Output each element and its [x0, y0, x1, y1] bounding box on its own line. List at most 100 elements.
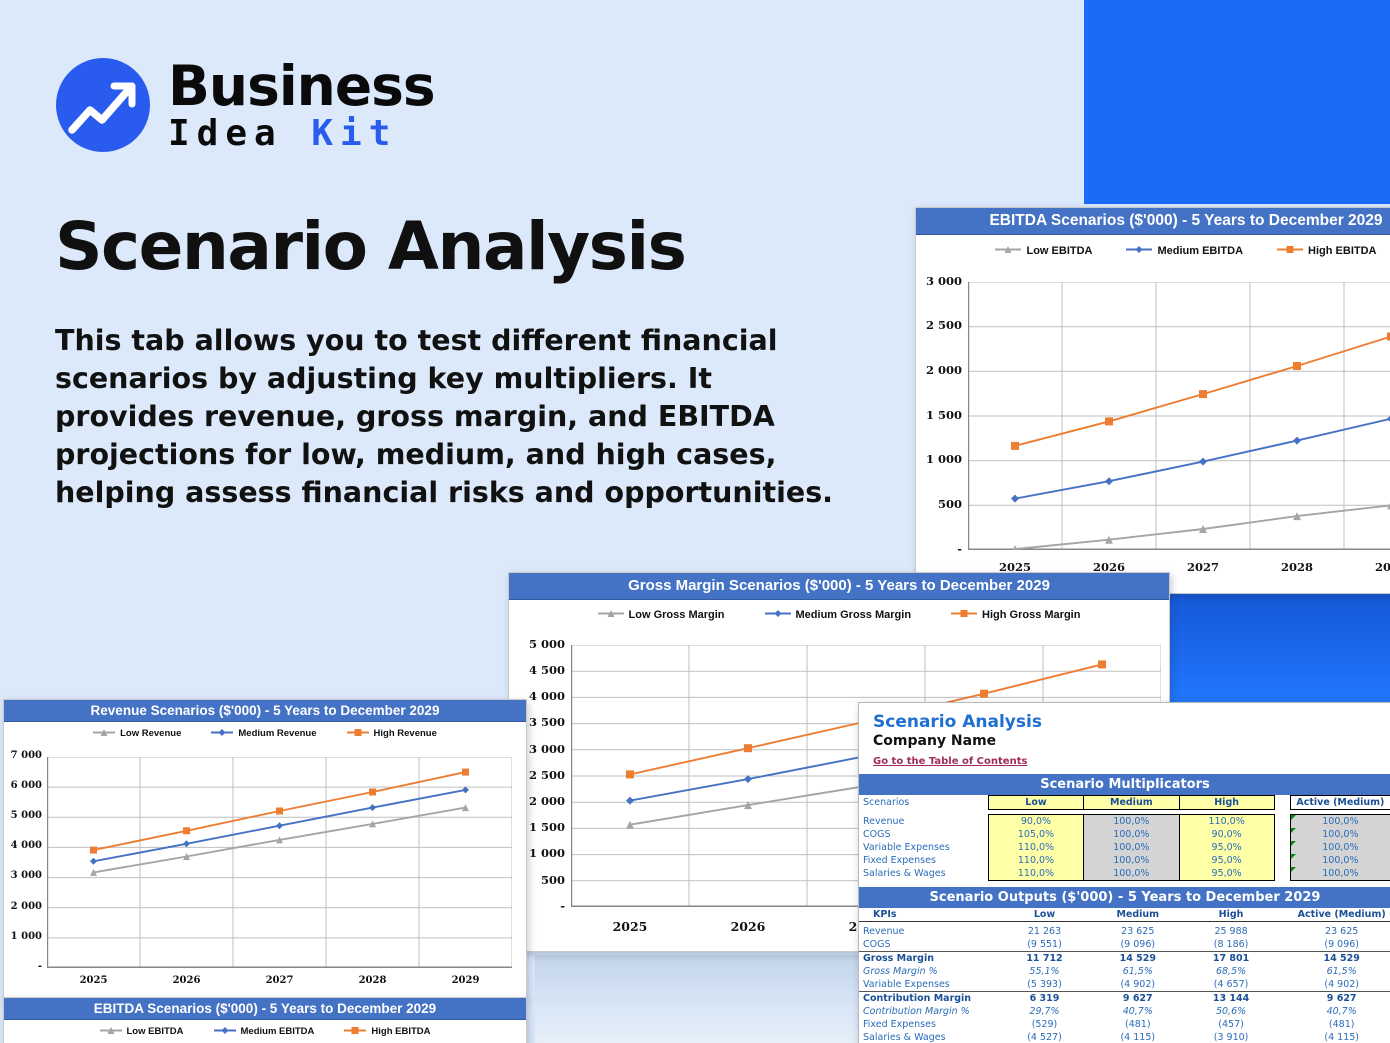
chart-card-ebitda-top[interactable]: EBITDA Scenarios ($'000) - 5 Years to De…: [915, 207, 1390, 594]
legend-item-1[interactable]: Medium Revenue: [211, 727, 317, 741]
cell-high[interactable]: 110,0%: [1178, 814, 1275, 828]
chart-legend-gross-margin[interactable]: Low Gross Margin Medium Gross Margin Hig…: [509, 605, 1169, 625]
cell-high[interactable]: 95,0%: [1178, 867, 1275, 881]
cell-high: (457): [1218, 1019, 1244, 1030]
table-header-row: KPIs Low Medium High Active (Medium): [859, 908, 1390, 922]
cell-medium[interactable]: 100,0%: [1083, 867, 1180, 881]
cell-medium[interactable]: 100,0%: [1083, 814, 1180, 828]
scenario-analysis-panel[interactable]: Scenario Analysis Company Name Go to the…: [858, 702, 1390, 1043]
x-axis-tick-label: 2025: [79, 975, 108, 986]
y-axis-tick-label: 500: [540, 872, 565, 887]
cell-medium: 9 627: [1090, 991, 1185, 1005]
table-row[interactable]: Salaries & Wages 110,0% 100,0% 95,0% 100,0%: [859, 867, 1390, 881]
cell-high[interactable]: 95,0%: [1178, 841, 1275, 854]
y-axis-tick-label: 3 500: [528, 715, 565, 730]
chart-card-revenue[interactable]: Revenue Scenarios ($'000) - 5 Years to D…: [3, 699, 527, 999]
table-row: Fixed Expenses (529) (481) (457) (481): [859, 1018, 1390, 1031]
cell-low[interactable]: 105,0%: [987, 828, 1084, 841]
table-row: Variable Expenses (5 393) (4 902) (4 657) (4…: [859, 978, 1390, 992]
cell-high: 50,6%: [1215, 1006, 1247, 1017]
table-row[interactable]: Revenue 90,0% 100,0% 110,0% 100,0%: [859, 814, 1390, 828]
table-of-contents-link[interactable]: Go to the Table of Contents: [873, 756, 1028, 767]
cell-medium[interactable]: 100,0%: [1083, 828, 1180, 841]
cell-high: (4 657): [1213, 979, 1249, 990]
legend-item-2[interactable]: High EBITDA: [1277, 244, 1377, 258]
legend-swatch-icon: [764, 608, 791, 622]
table-row[interactable]: COGS 105,0% 100,0% 90,0% 100,0%: [859, 828, 1390, 841]
y-axis-tick-label: 5 000: [528, 636, 565, 651]
y-axis-tick-label: 4 500: [528, 662, 565, 677]
cell-high[interactable]: 95,0%: [1178, 854, 1275, 867]
y-axis-tick-label: 3 000: [10, 870, 42, 882]
legend-item-1[interactable]: Medium EBITDA: [1126, 244, 1243, 258]
chart-title-gross-margin: Gross Margin Scenarios ($'000) - 5 Years…: [509, 573, 1169, 600]
brand-idea-word: Idea: [168, 112, 312, 154]
row-label: COGS: [863, 939, 891, 950]
cell-low[interactable]: 110,0%: [987, 867, 1084, 881]
table-row: Gross Margin % 55,1% 61,5% 68,5% 61,5%: [859, 965, 1390, 978]
cell-low: (4 527): [1027, 1032, 1062, 1043]
legend-label: Medium Gross Margin: [795, 609, 912, 621]
x-axis-tick-label: 2026: [730, 919, 766, 934]
legend-swatch-icon: [1126, 244, 1153, 258]
y-axis-tick-label: -: [37, 960, 42, 972]
cell-low[interactable]: 90,0%: [987, 814, 1084, 828]
brand-name-primary: Business: [168, 53, 436, 118]
decorative-blue-block-top: [1084, 0, 1390, 204]
growth-arrow-icon: [56, 58, 150, 152]
column-header: Medium: [1090, 908, 1185, 922]
cell-active: 100,0%: [1289, 828, 1390, 841]
legend-label: Low EBITDA: [1026, 245, 1093, 257]
cell-active: 100,0%: [1289, 814, 1390, 828]
legend-label: Low Revenue: [120, 728, 182, 739]
cell-low: 6 319: [998, 991, 1091, 1005]
legend-item-2[interactable]: High EBITDA: [344, 1025, 431, 1039]
row-label: Contribution Margin %: [863, 1006, 970, 1017]
cell-low: 29,7%: [1029, 1006, 1060, 1017]
legend-item-0[interactable]: Low Gross Margin: [597, 608, 725, 622]
table-row[interactable]: Fixed Expenses 110,0% 100,0% 95,0% 100,0%: [859, 854, 1390, 867]
table-row: Salaries & Wages (4 527) (4 115) (3 910) (4 …: [859, 1031, 1390, 1043]
legend-item-1[interactable]: Medium EBITDA: [213, 1025, 314, 1039]
cell-active: 100,0%: [1289, 867, 1390, 881]
table-row[interactable]: Variable Expenses 110,0% 100,0% 95,0% 100,0%: [859, 841, 1390, 854]
cell-medium[interactable]: 100,0%: [1083, 854, 1180, 867]
legend-item-0[interactable]: Low EBITDA: [995, 244, 1092, 258]
legend-item-2[interactable]: High Revenue: [346, 727, 437, 741]
chart-legend-revenue[interactable]: Low Revenue Medium Revenue High Revenue: [4, 725, 526, 742]
legend-swatch-icon: [346, 727, 369, 741]
cell-low[interactable]: 110,0%: [987, 854, 1084, 867]
legend-item-2[interactable]: High Gross Margin: [951, 608, 1080, 622]
chart-legend-ebitda-top[interactable]: Low EBITDA Medium EBITDA High EBITDA: [916, 241, 1390, 261]
chart-plot-revenue: [47, 757, 512, 968]
y-axis-tick-label: 2 500: [925, 318, 962, 333]
y-axis-tick-label: 1 000: [528, 846, 565, 861]
cell-medium: 14 529: [1090, 951, 1185, 965]
column-header: Medium: [1082, 795, 1180, 810]
cell-medium: 40,7%: [1122, 1006, 1153, 1017]
table-row: Gross Margin 11 712 14 529 17 801 14 529: [859, 951, 1390, 965]
cell-high[interactable]: 90,0%: [1178, 828, 1275, 841]
chart-legend-ebitda-bottom[interactable]: Low EBITDA Medium EBITDA High EBITDA: [4, 1023, 526, 1040]
cell-active: 61,5%: [1326, 966, 1357, 977]
active-column-header: Active (Medium): [1292, 908, 1390, 922]
legend-item-1[interactable]: Medium Gross Margin: [764, 608, 912, 622]
cell-medium: 61,5%: [1122, 966, 1153, 977]
y-axis-tick-label: 2 000: [528, 793, 565, 808]
y-axis-tick-label: 1 000: [925, 452, 962, 467]
legend-item-0[interactable]: Low EBITDA: [99, 1025, 184, 1039]
legend-item-0[interactable]: Low Revenue: [93, 727, 181, 741]
y-axis-tick-label: 500: [937, 497, 962, 512]
scenario-multiplicators-table[interactable]: Scenarios Low Medium High Active (Medium) Rev…: [859, 795, 1390, 881]
cell-medium: (4 115): [1120, 1032, 1156, 1043]
legend-swatch-icon: [951, 608, 978, 622]
cell-medium[interactable]: 100,0%: [1083, 841, 1180, 854]
cell-medium: (9 096): [1120, 939, 1156, 950]
row-label: Fixed Expenses: [863, 1019, 936, 1030]
legend-swatch-icon: [93, 727, 116, 741]
legend-swatch-icon: [99, 1025, 122, 1039]
row-label: Salaries & Wages: [863, 1032, 946, 1043]
cell-low[interactable]: 110,0%: [987, 841, 1084, 854]
table-row: Scenarios Low Medium High Active (Medium): [859, 795, 1390, 810]
chart-card-ebitda-bottom[interactable]: EBITDA Scenarios ($'000) - 5 Years to De…: [3, 997, 527, 1043]
